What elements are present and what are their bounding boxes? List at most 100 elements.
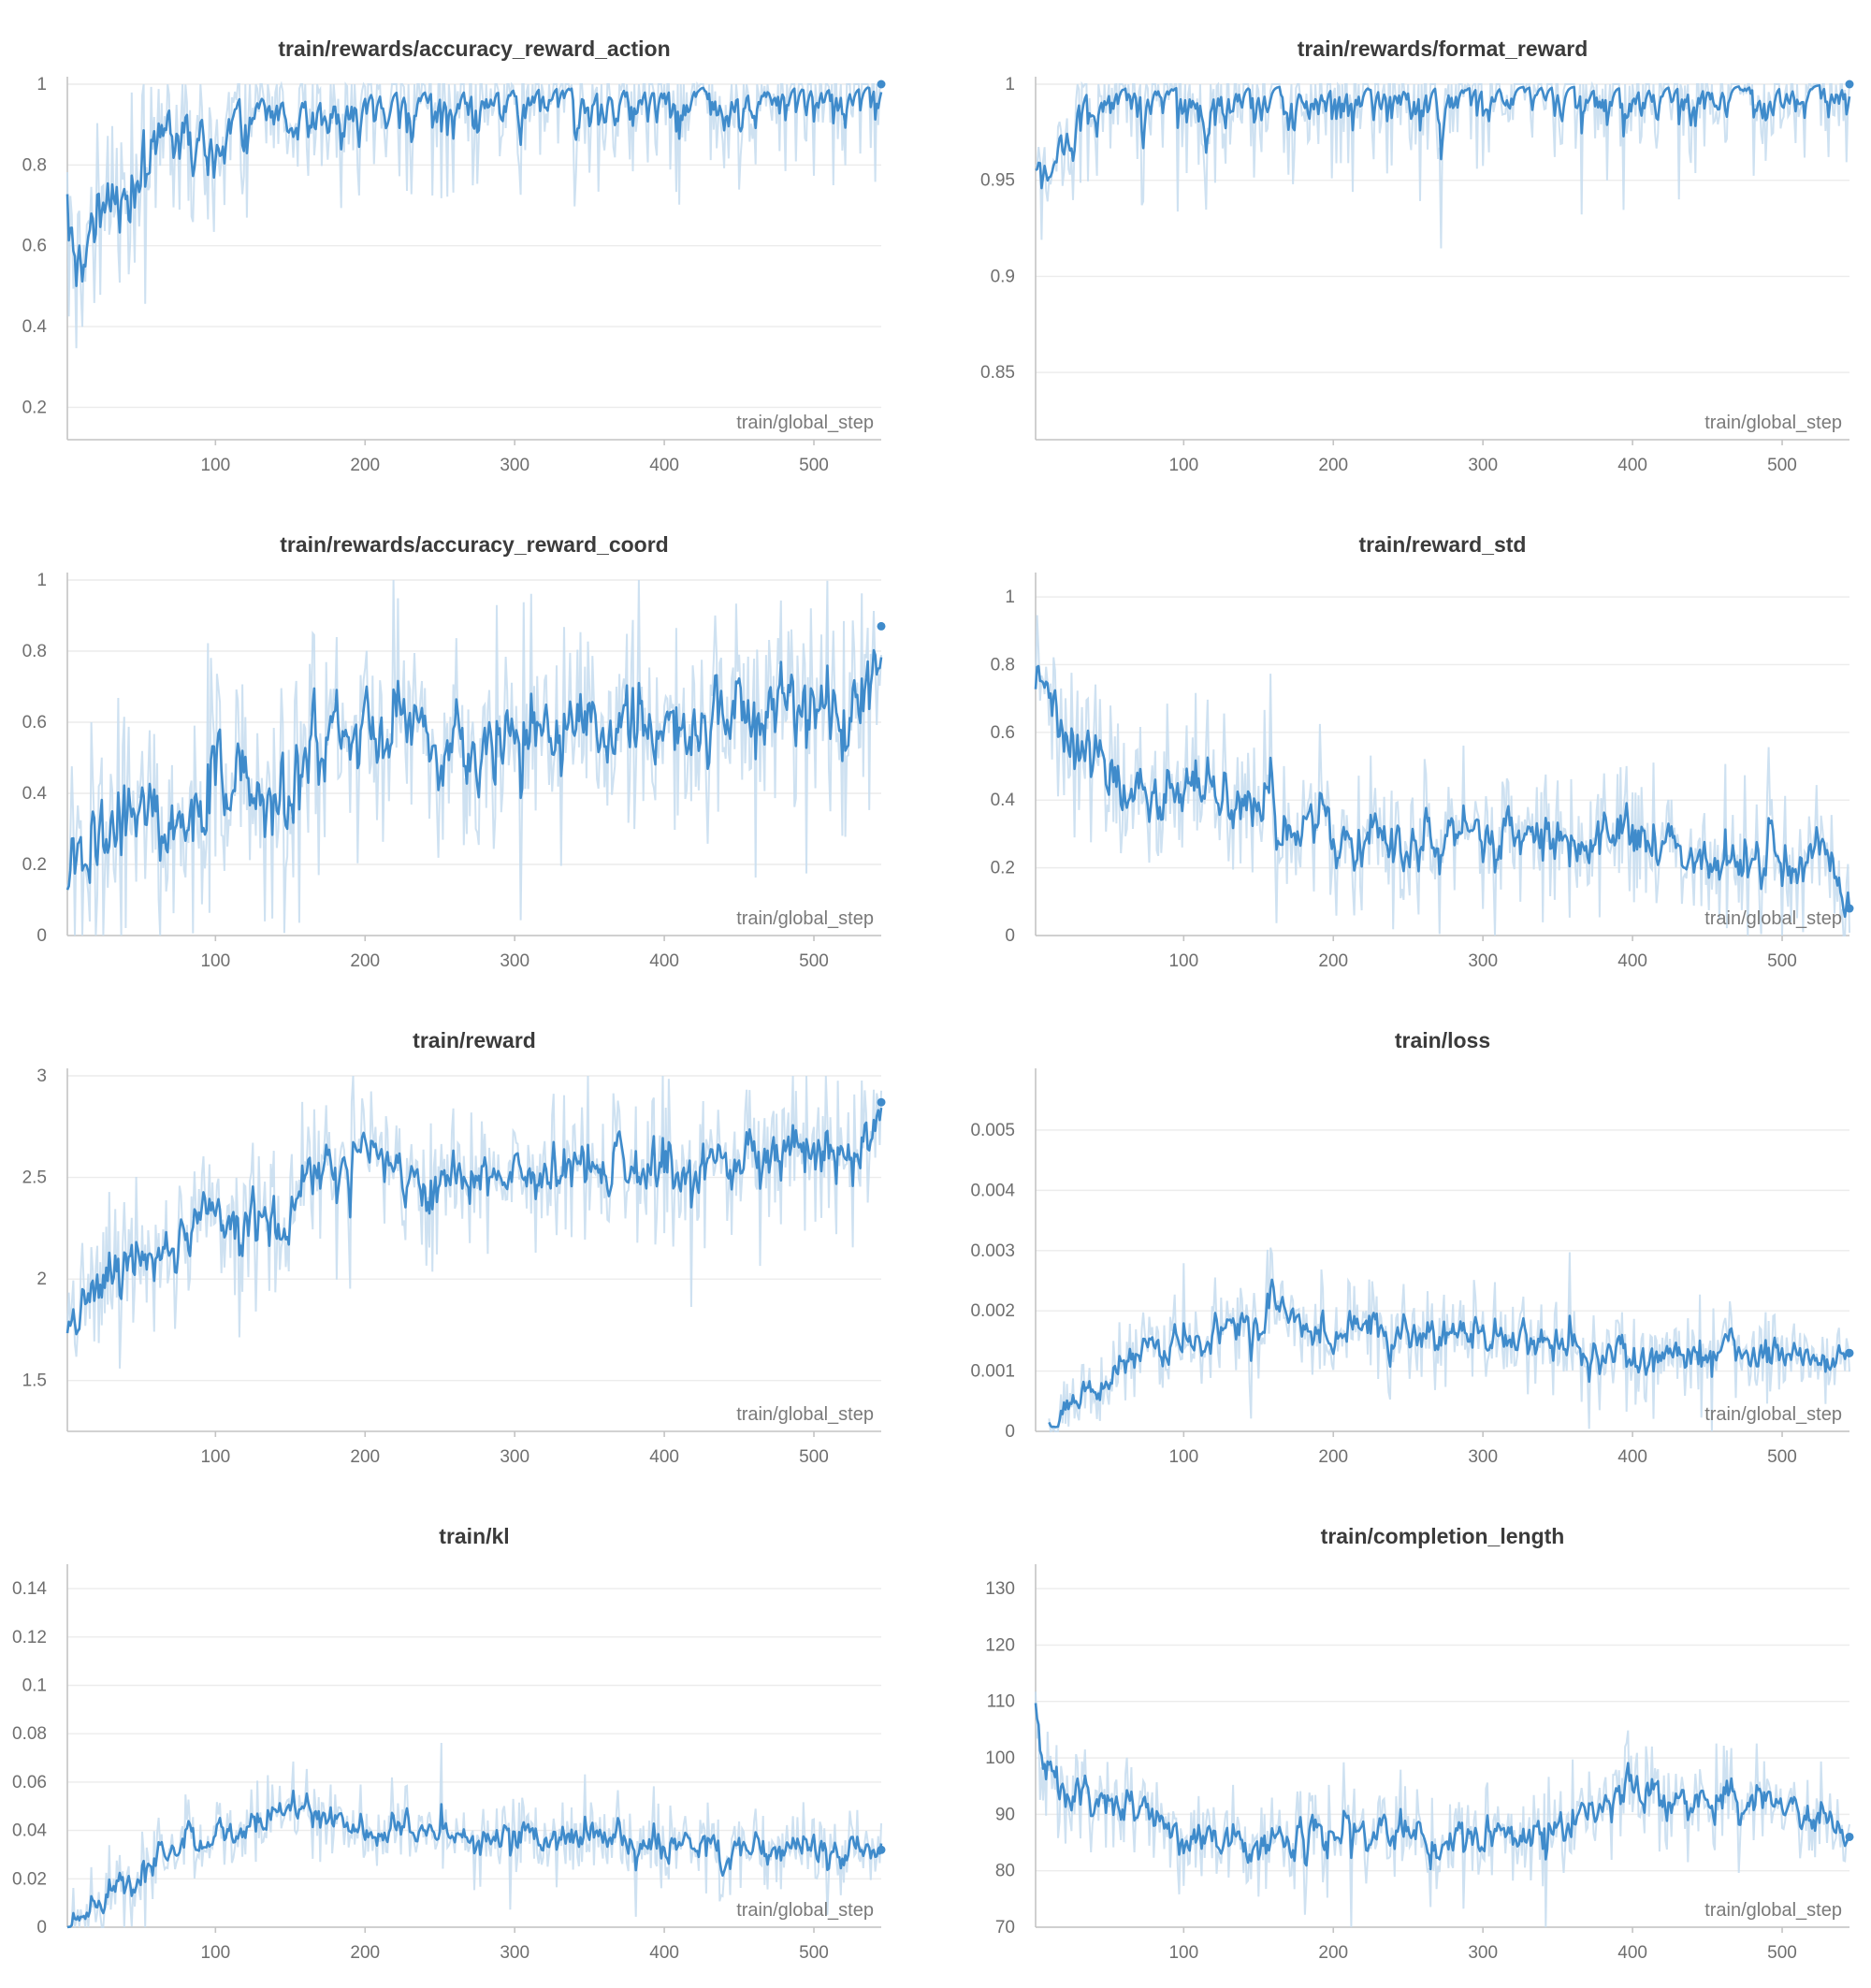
y-tick-label: 0.6 — [22, 713, 47, 733]
x-tick-label: 100 — [1168, 1943, 1198, 1963]
y-tick-label: 0.6 — [991, 723, 1015, 743]
x-tick-label: 300 — [1468, 1943, 1498, 1963]
x-tick-label: 100 — [200, 1447, 230, 1467]
x-axis-label: train/global_step — [736, 908, 874, 929]
series-end-point — [1845, 1832, 1854, 1841]
x-tick-label: 500 — [1767, 456, 1797, 475]
x-tick-label: 100 — [200, 1943, 230, 1963]
y-tick-label: 0.02 — [12, 1869, 47, 1889]
chart-svg: train/loss 0 0.001 0.002 0.003 0.004 0.005 100 2… — [970, 1028, 1854, 1467]
x-tick-label: 500 — [799, 951, 829, 971]
x-tick-label: 500 — [1767, 1943, 1797, 1963]
x-tick-label: 200 — [1318, 1943, 1348, 1963]
y-tick-label: 80 — [995, 1862, 1015, 1881]
x-tick-label: 100 — [200, 951, 230, 971]
y-tick-label: 0.4 — [991, 791, 1016, 810]
series-end-point — [877, 621, 886, 631]
y-tick-label: 0.1 — [22, 1676, 47, 1695]
y-tick-label: 120 — [985, 1635, 1015, 1655]
chart-panel-accuracy-reward-action: train/rewards/accuracy_reward_action 0.2 0… — [0, 28, 898, 496]
series-smoothed-line — [1034, 1703, 1851, 1871]
series-smoothed-line — [1035, 84, 1851, 190]
x-tick-label: 400 — [1617, 1943, 1647, 1963]
y-tick-label: 0.9 — [991, 267, 1015, 286]
x-tick-label: 100 — [1168, 1447, 1198, 1467]
y-tick-label: 1 — [36, 571, 47, 590]
x-axis-label: train/global_step — [1704, 1900, 1842, 1921]
x-tick-label: 400 — [649, 1943, 679, 1963]
x-tick-label: 200 — [350, 1447, 380, 1467]
series-smoothed-line — [65, 86, 883, 287]
x-axis-label: train/global_step — [1704, 908, 1842, 929]
chart-svg: train/reward_std 0 0.2 0.4 0.6 0.8 1 100 200 300 4… — [991, 532, 1854, 971]
x-tick-label: 300 — [500, 1447, 529, 1467]
chart-svg: train/completion_length 70 80 90 100 110 120 13… — [985, 1524, 1854, 1963]
x-tick-label: 100 — [1168, 951, 1198, 971]
x-tick-label: 300 — [500, 951, 529, 971]
series-smoothed-line — [65, 648, 883, 891]
series-end-point — [877, 1845, 886, 1854]
chart-svg: train/kl 0 0.02 0.04 0.06 0.08 0.1 0.12 0.14 100 2… — [12, 1524, 886, 1963]
y-tick-label: 2.5 — [22, 1168, 47, 1188]
series-end-point — [877, 80, 886, 89]
y-tick-label: 0 — [1005, 926, 1015, 946]
x-tick-label: 400 — [1617, 456, 1647, 475]
series-end-point — [877, 1097, 886, 1107]
y-tick-label: 0.003 — [970, 1241, 1015, 1261]
y-tick-label: 0.2 — [991, 859, 1015, 878]
y-tick-label: 0.12 — [12, 1628, 47, 1647]
y-tick-label: 1 — [36, 75, 47, 94]
y-tick-label: 0.8 — [22, 155, 47, 175]
x-tick-label: 300 — [1468, 951, 1498, 971]
x-tick-label: 400 — [649, 456, 679, 475]
y-tick-label: 1 — [1005, 588, 1015, 607]
chart-svg: train/rewards/format_reward 0.85 0.9 0.95 1 1… — [980, 36, 1854, 475]
series-end-point — [1845, 80, 1854, 89]
chart-svg: train/rewards/accuracy_reward_coord 0 0.2 0… — [22, 532, 886, 971]
y-tick-label: 100 — [985, 1749, 1015, 1768]
x-tick-label: 300 — [1468, 456, 1498, 475]
y-tick-label: 1.5 — [22, 1371, 47, 1391]
x-tick-label: 100 — [1168, 456, 1198, 475]
y-tick-label: 110 — [987, 1692, 1015, 1712]
y-tick-label: 0.2 — [22, 398, 47, 417]
x-tick-label: 200 — [350, 456, 380, 475]
x-tick-label: 500 — [799, 456, 829, 475]
chart-panel-reward-std: train/reward_std 0 0.2 0.4 0.6 0.8 1 100 200 300 4… — [968, 524, 1866, 992]
y-tick-label: 1 — [1005, 75, 1015, 94]
x-tick-label: 200 — [1318, 951, 1348, 971]
chart-title: train/kl — [439, 1524, 509, 1548]
y-tick-label: 130 — [985, 1579, 1015, 1599]
chart-title: train/reward — [413, 1028, 536, 1052]
x-tick-label: 200 — [1318, 456, 1348, 475]
chart-title: train/rewards/accuracy_reward_action — [278, 36, 670, 61]
chart-panel-loss: train/loss 0 0.001 0.002 0.003 0.004 0.005 100 2… — [968, 1020, 1866, 1487]
y-tick-label: 0 — [36, 1918, 47, 1937]
y-tick-label: 0.08 — [12, 1724, 47, 1744]
y-tick-label: 0 — [36, 926, 47, 946]
series-raw-line — [67, 1742, 882, 1928]
y-tick-label: 0.85 — [980, 363, 1015, 383]
x-axis-label: train/global_step — [1704, 413, 1842, 433]
series-smoothed-line — [1048, 1278, 1851, 1429]
y-tick-label: 0.4 — [22, 784, 48, 804]
chart-panel-kl: train/kl 0 0.02 0.04 0.06 0.08 0.1 0.12 0.14 100 2… — [0, 1516, 898, 1983]
chart-panel-completion-length: train/completion_length 70 80 90 100 110 120 13… — [968, 1516, 1866, 1983]
chart-title: train/reward_std — [1359, 532, 1527, 557]
x-tick-label: 100 — [200, 456, 230, 475]
y-tick-label: 3 — [36, 1067, 47, 1086]
x-axis-label: train/global_step — [1704, 1404, 1842, 1425]
series-end-point — [1845, 904, 1854, 913]
series-raw-line — [1035, 615, 1850, 936]
x-tick-label: 300 — [1468, 1447, 1498, 1467]
x-tick-label: 500 — [1767, 951, 1797, 971]
x-tick-label: 500 — [1767, 1447, 1797, 1467]
x-axis-label: train/global_step — [736, 1900, 874, 1921]
x-tick-label: 200 — [350, 1943, 380, 1963]
series-smoothed-line — [65, 1107, 883, 1336]
y-tick-label: 0.001 — [970, 1362, 1015, 1382]
y-tick-label: 0.6 — [22, 237, 47, 256]
y-tick-label: 0.005 — [970, 1121, 1015, 1140]
y-tick-label: 0.002 — [970, 1301, 1015, 1321]
